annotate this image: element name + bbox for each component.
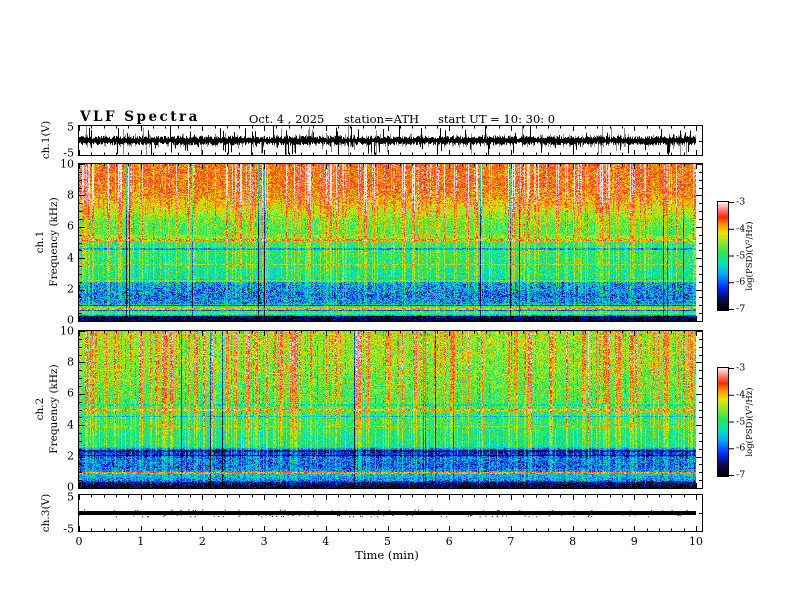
ch2-panel-label: ch.2 (34, 397, 46, 421)
time-tick-label: 4 (322, 535, 330, 548)
station-label: station=ATH (344, 112, 420, 126)
ch2-freq-tick-label: 0 (67, 480, 74, 494)
time-tick-label: 5 (384, 535, 391, 548)
time-tick-label: 10 (689, 535, 703, 548)
date-label: Oct. 4 , 2025 (249, 112, 325, 126)
time-tick-label: 9 (630, 535, 638, 548)
page-title: VLF Spectra (80, 109, 200, 125)
ch1-freq-tick-label: 8 (67, 188, 74, 202)
colorbar2-tick-label: -4 (736, 389, 746, 401)
time-tick-label: 0 (75, 535, 83, 548)
time-tick-label: 2 (198, 535, 206, 548)
colorbar2-tick-label: -3 (736, 362, 746, 374)
time-tick-label: 3 (260, 535, 268, 548)
ch1-panel-label: ch.1 (34, 230, 46, 254)
ch3-voltage-axis-label: ch.3(V) (40, 493, 52, 533)
colorbar1 (717, 201, 747, 313)
colorbar2-tick-label: -6 (736, 442, 746, 454)
time-tick-label: 1 (137, 535, 145, 548)
ch1-freq-tick-label: 4 (67, 251, 74, 265)
ch1-freq-tick-label: 6 (67, 219, 74, 233)
colorbar2-tick-label: -7 (736, 469, 746, 481)
ch1-freq-tick-label: 0 (67, 313, 74, 327)
ch3-waveform-plot (78, 494, 703, 532)
ch2-frequency-axis-label: Frequency (kHz) (48, 364, 60, 454)
ch1-frequency-axis-label: Frequency (kHz) (48, 197, 60, 287)
ch2-spectrogram (78, 330, 703, 489)
colorbar1-tick-label: -7 (736, 303, 746, 315)
start-ut-label: start UT = 10: 30: 0 (438, 112, 556, 126)
ch1-freq-tick-label: 2 (67, 282, 74, 296)
colorbar1-tick-label: -3 (736, 196, 746, 208)
ch2-freq-tick-label: 10 (60, 324, 74, 338)
ch2-freq-tick-label: 8 (67, 355, 74, 369)
ch2-freq-tick-label: 4 (67, 418, 74, 432)
ch2-freq-tick-label: 2 (67, 449, 74, 463)
time-tick-label: 6 (445, 535, 453, 548)
time-tick-label: 7 (507, 535, 515, 548)
ch3-volt-tick-label: -5 (63, 522, 74, 536)
ch2-freq-tick-label: 6 (67, 386, 74, 400)
time-tick-label: 8 (569, 535, 577, 548)
ch1-volt-tick-label: -5 (63, 146, 74, 160)
ch3-volt-tick-label: 5 (67, 490, 74, 504)
colorbar1-tick-label: -4 (736, 223, 746, 235)
ch1-volt-tick-label: 5 (67, 120, 74, 134)
colorbar2-tick-label: -5 (736, 416, 746, 427)
colorbar1-tick-label: -5 (736, 250, 746, 261)
time-axis-label: Time (min) (355, 548, 419, 562)
ch1-voltage-axis-label: ch.1(V) (40, 120, 52, 160)
ch1-freq-tick-label: 10 (60, 157, 74, 171)
ch1-spectrogram (78, 163, 703, 322)
ch1-waveform-plot (78, 125, 703, 156)
colorbar1-tick-label: -6 (736, 276, 746, 288)
colorbar2 (717, 367, 747, 479)
